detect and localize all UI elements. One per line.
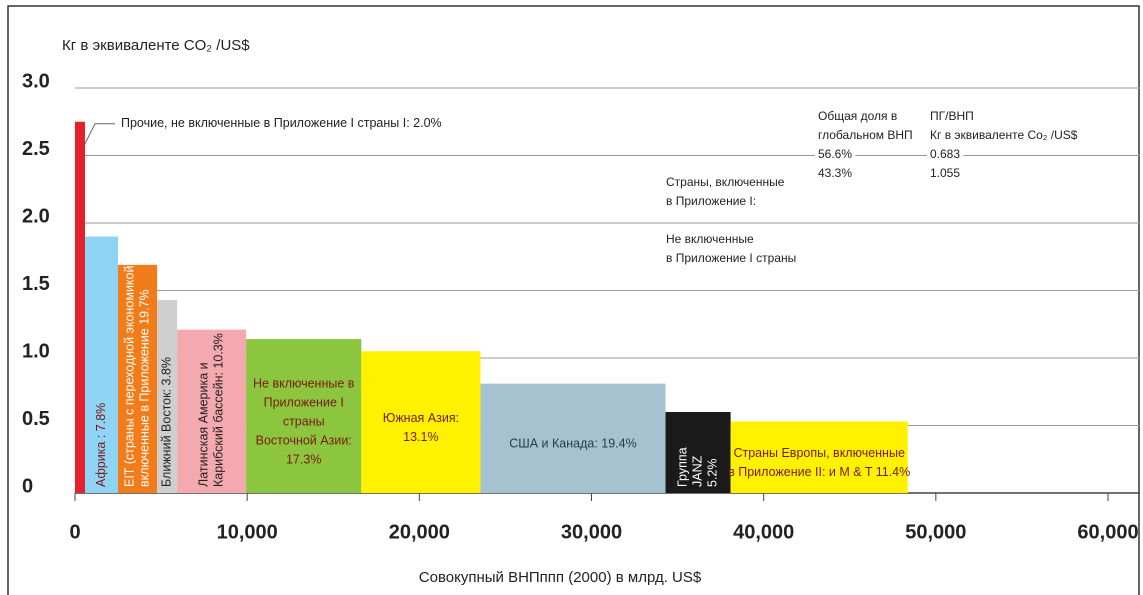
annotation-bg xyxy=(663,173,788,192)
bar-label: включенные в Приложение 19.7% xyxy=(137,289,151,487)
annotation: глобальном ВНП xyxy=(818,128,913,142)
annotation: 56.6% xyxy=(818,147,852,161)
annotation-line: 43.3% xyxy=(815,164,856,183)
annotation-line: Страны, включенные xyxy=(663,173,788,192)
bar-label: EIT (страны с переходной экономикой), xyxy=(122,258,136,487)
x-tick-label: 50,000 xyxy=(905,521,966,543)
annotation-bg xyxy=(815,126,916,145)
y-tick-label: 1.5 xyxy=(22,273,50,295)
annotation-line: ПГ/ВНП xyxy=(927,107,977,126)
bar-label: Южная Азия: xyxy=(383,411,459,425)
bar xyxy=(118,264,158,493)
y-tick-label: 3.0 xyxy=(22,70,50,92)
bar-label: JANZ xyxy=(690,455,704,487)
bar-label: 17.3% xyxy=(286,452,321,466)
annotation-bg xyxy=(663,192,760,211)
annotation-line: в Приложение I страны xyxy=(663,249,800,268)
annotation-bg xyxy=(927,126,1081,145)
annotation-line: глобальном ВНП xyxy=(815,126,916,145)
bar xyxy=(84,236,119,493)
annotation-line: 1.055 xyxy=(927,164,964,183)
x-tick-label: 40,000 xyxy=(733,521,794,543)
x-tick-label: 30,000 xyxy=(561,521,622,543)
annotation-bg xyxy=(815,145,856,164)
annotation-bg xyxy=(815,164,856,183)
bar xyxy=(177,329,247,493)
bar xyxy=(480,383,666,493)
bar xyxy=(665,412,731,493)
annotation: в Приложение I страны xyxy=(666,251,796,265)
annotation-bg xyxy=(927,164,964,183)
bar xyxy=(730,421,908,493)
annotation: ПГ/ВНП xyxy=(930,109,974,123)
leader-line xyxy=(84,123,115,144)
annotation: Кг в эквиваленте Co₂ /US$ xyxy=(930,128,1078,142)
bar-label: 5.2% xyxy=(705,459,719,488)
annotation: 0.683 xyxy=(930,147,960,161)
bar-label: Группа xyxy=(675,447,689,487)
y-tick-label: 0 xyxy=(22,475,33,497)
bar-label: Страны Европы, включенные xyxy=(733,446,904,460)
bar-label: Карибский бассейн: 10.3% xyxy=(211,333,225,487)
annotation-bg xyxy=(815,107,901,126)
bar xyxy=(157,299,178,493)
annotation-bg xyxy=(927,107,977,126)
bar xyxy=(246,339,362,493)
annotation-bg xyxy=(927,145,964,164)
x-tick-label: 10,000 xyxy=(217,521,278,543)
bar-label: Не включенные в xyxy=(253,376,355,390)
annotation: Страны, включенные xyxy=(666,175,785,189)
y-tick-label: 1.0 xyxy=(22,340,50,362)
y-tick-label: 0.5 xyxy=(22,408,50,430)
annotation-bg xyxy=(663,249,800,268)
bar-label: Африка : 7.8% xyxy=(94,403,108,487)
annotation: в Приложение I: xyxy=(666,194,756,208)
bar-label: Восточной Азии: xyxy=(256,433,352,447)
bar-label: Приложение I xyxy=(264,395,344,409)
annotation: Не включенные xyxy=(666,232,754,246)
bar-label: США и Канада: 19.4% xyxy=(509,437,636,451)
frame xyxy=(7,5,1140,595)
bar xyxy=(75,121,85,493)
annotation: 1.055 xyxy=(930,166,960,180)
y-axis-label: Кг в эквиваленте CO₂ /US$ xyxy=(62,37,250,54)
x-tick-label: 20,000 xyxy=(389,521,450,543)
annotation-line: Не включенные xyxy=(663,230,757,249)
bar-label: Прочие, не включенные в Приложение I стр… xyxy=(121,116,442,130)
x-axis-label: Совокупный ВНПппп (2000) в млрд. US$ xyxy=(419,569,702,586)
bar-label: страны xyxy=(283,414,325,428)
y-tick-label: 2.0 xyxy=(22,205,50,227)
annotation-bg xyxy=(663,230,757,249)
x-tick-label: 0 xyxy=(69,521,80,543)
annotation-line: 56.6% xyxy=(815,145,856,164)
bar-label: в Приложение II: и M & T 11.4% xyxy=(728,465,910,479)
bar xyxy=(361,351,481,493)
annotation-line: в Приложение I: xyxy=(663,192,760,211)
bar-label: Латинская Америка и xyxy=(196,362,210,487)
annotation-line: Общая доля в xyxy=(815,107,901,126)
annotation-line: 0.683 xyxy=(927,145,964,164)
annotation: 43.3% xyxy=(818,166,852,180)
bar-label: 13.1% xyxy=(403,430,438,444)
x-tick-label: 60,000 xyxy=(1077,521,1138,543)
annotation-line: Кг в эквиваленте Co₂ /US$ xyxy=(927,126,1081,145)
bar-label: Ближний Восток: 3.8% xyxy=(159,357,173,487)
y-tick-label: 2.5 xyxy=(22,138,50,160)
annotation: Общая доля в xyxy=(818,109,897,123)
